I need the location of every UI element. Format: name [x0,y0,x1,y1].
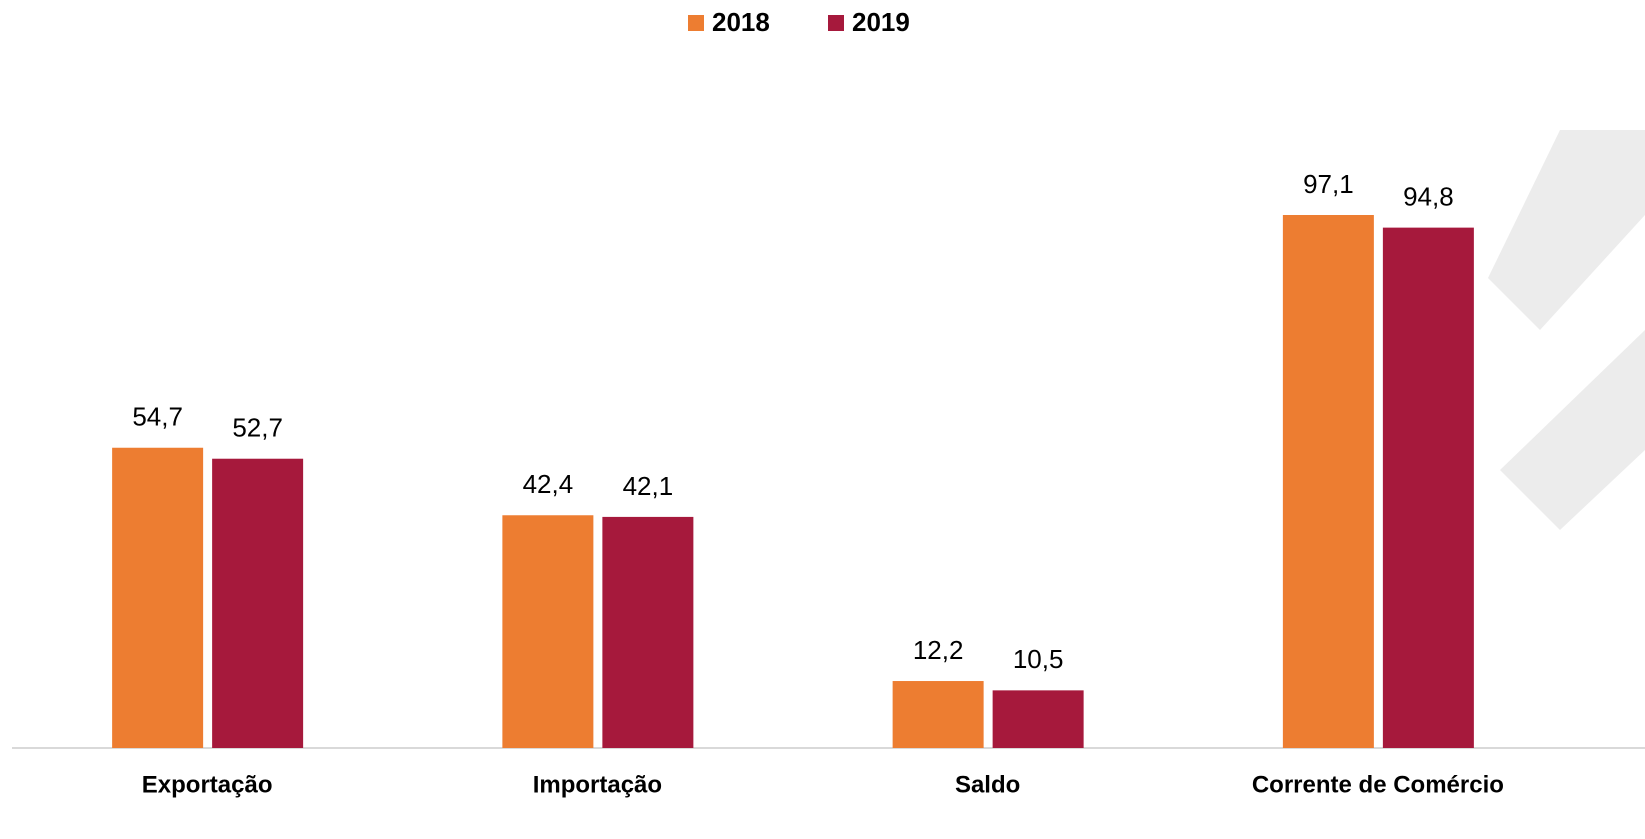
bar [212,458,304,748]
data-label: 42,1 [623,471,674,501]
watermark-shape [1500,330,1645,530]
data-label: 42,4 [523,469,574,499]
data-label: 12,2 [913,635,964,665]
bar [1382,227,1474,748]
x-tick-label: Corrente de Comércio [1252,771,1504,798]
legend-swatch [688,15,704,31]
bar [992,690,1084,748]
data-label: 10,5 [1013,644,1064,674]
data-label: 52,7 [232,413,283,443]
bar [602,516,694,748]
legend-label: 2019 [852,7,910,37]
x-tick-label: Saldo [955,771,1020,798]
data-label: 54,7 [132,402,183,432]
watermark-shape [1488,130,1645,330]
x-tick-label: Exportação [142,771,273,798]
legend-label: 2018 [712,7,770,37]
bar [892,681,984,748]
watermark [1488,130,1645,530]
bar [502,515,594,748]
bar [1282,215,1374,748]
x-tick-label: Importação [533,771,662,798]
data-label: 97,1 [1303,169,1354,199]
bar [112,447,204,748]
legend-swatch [828,15,844,31]
data-label: 94,8 [1403,182,1454,212]
